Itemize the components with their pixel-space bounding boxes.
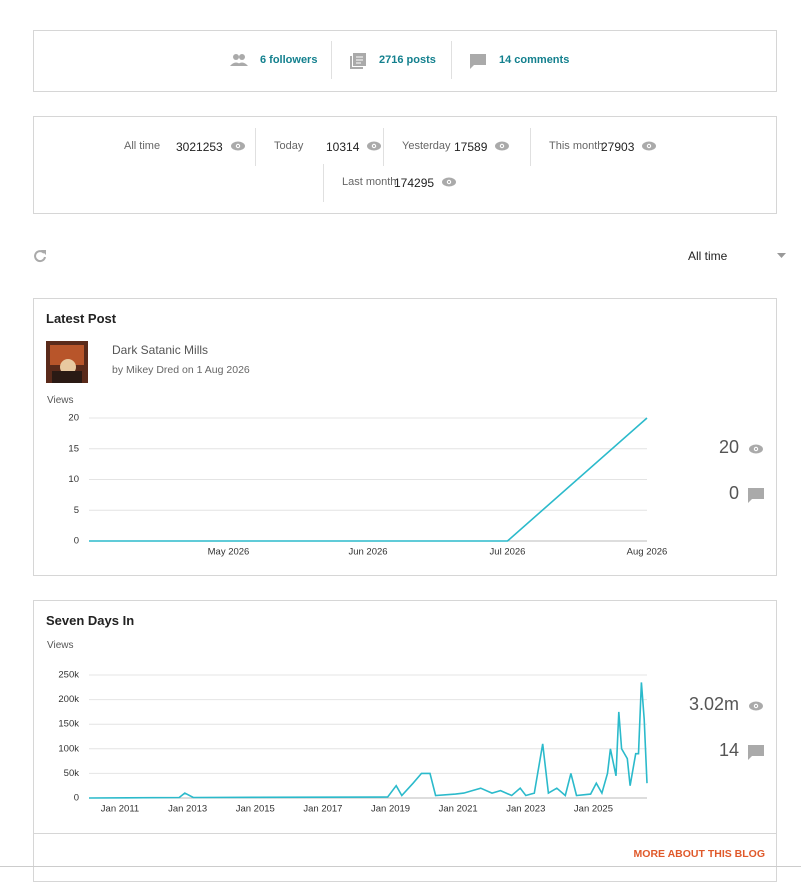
total-views: 20 bbox=[718, 437, 739, 457]
total-comments: 0 bbox=[728, 483, 739, 503]
x-tick-label: Jan 2013 bbox=[168, 804, 207, 815]
y-tick-label: 200k bbox=[58, 694, 79, 705]
y-tick-label: 5 bbox=[74, 505, 79, 516]
page-edge bbox=[0, 866, 801, 867]
x-tick-label: Jan 2025 bbox=[574, 804, 613, 815]
view-label: Today bbox=[274, 140, 304, 152]
more-link[interactable]: MORE ABOUT THIS BLOG bbox=[633, 848, 765, 860]
x-tick-label: Jan 2017 bbox=[303, 804, 342, 815]
eye-icon bbox=[749, 444, 763, 454]
post-title[interactable]: Dark Satanic Mills bbox=[112, 343, 209, 357]
eye-icon bbox=[749, 701, 763, 711]
data-line bbox=[89, 417, 648, 542]
views-card: All time 3021253 Today 10314 Yesterday 17589 T… bbox=[33, 116, 777, 214]
eye-icon bbox=[495, 141, 509, 151]
y-axis-label: Views bbox=[47, 395, 74, 406]
x-tick-label: Jan 2023 bbox=[506, 804, 545, 815]
dropdown-arrow[interactable] bbox=[777, 253, 786, 259]
chart-card: MORE ABOUT THIS BLOG Seven Days In Views 0… bbox=[33, 600, 777, 882]
y-tick-label: 0 bbox=[74, 536, 79, 547]
total-views: 3.02m bbox=[688, 694, 739, 714]
chart-card: Dark Satanic Mills by Mikey Dred on 1 Au… bbox=[33, 298, 777, 576]
y-tick-label: 20 bbox=[68, 413, 79, 424]
x-tick-label: Jun 2026 bbox=[348, 547, 387, 558]
separator bbox=[323, 164, 324, 202]
separator bbox=[255, 128, 256, 166]
y-tick-label: 250k bbox=[58, 670, 79, 681]
comment-icon bbox=[748, 488, 764, 503]
eye-icon bbox=[367, 141, 381, 151]
separator bbox=[331, 41, 332, 79]
separator bbox=[451, 41, 452, 79]
divider bbox=[34, 833, 776, 834]
view-label: This month bbox=[549, 140, 604, 152]
view-count: 3021253 bbox=[176, 140, 223, 154]
post-thumbnail bbox=[46, 341, 88, 383]
post-byline: by Mikey Dred on 1 Aug 2026 bbox=[112, 364, 250, 376]
view-label: Last month bbox=[342, 176, 397, 188]
view-count: 174295 bbox=[394, 176, 435, 190]
view-label: Yesterday bbox=[402, 140, 451, 152]
x-tick-label: Jan 2011 bbox=[101, 804, 139, 815]
posts-icon bbox=[350, 53, 366, 69]
eye-icon bbox=[442, 177, 456, 187]
y-tick-label: 100k bbox=[58, 743, 79, 754]
x-tick-label: May 2026 bbox=[208, 547, 250, 558]
y-axis-label: Views bbox=[47, 640, 74, 651]
separator bbox=[530, 128, 531, 166]
eye-icon bbox=[642, 141, 656, 151]
total-comments: 14 bbox=[718, 740, 739, 760]
y-tick-label: 0 bbox=[74, 793, 79, 804]
eye-icon bbox=[231, 141, 245, 151]
stats-bar: 6 followers 2716 posts 14 comments bbox=[33, 30, 777, 92]
followers-icon bbox=[230, 54, 248, 66]
view-count: 17589 bbox=[454, 140, 488, 154]
comment-icon bbox=[748, 745, 764, 760]
refresh-icon[interactable] bbox=[33, 249, 47, 263]
period-dropdown[interactable]: All time bbox=[688, 249, 728, 263]
chart: 0 50k 100k 150k 200k 250k Jan 2011 Jan 2013 Jan … bbox=[58, 670, 648, 815]
comments[interactable]: 14 comments bbox=[499, 54, 570, 66]
x-tick-label: Jan 2019 bbox=[371, 804, 410, 815]
view-count: 10314 bbox=[326, 140, 360, 154]
y-tick-label: 15 bbox=[68, 443, 79, 454]
y-tick-label: 50k bbox=[64, 768, 80, 779]
chart-title: Seven Days In bbox=[46, 613, 135, 628]
y-tick-label: 10 bbox=[68, 474, 79, 485]
separator bbox=[383, 128, 384, 166]
y-tick-label: 150k bbox=[58, 719, 79, 730]
comments-icon bbox=[470, 54, 486, 69]
x-tick-label: Aug 2026 bbox=[627, 547, 668, 558]
followers[interactable]: 6 followers bbox=[260, 54, 318, 66]
view-count: 27903 bbox=[601, 140, 635, 154]
chart-title: Latest Post bbox=[46, 311, 117, 326]
posts[interactable]: 2716 posts bbox=[379, 54, 436, 66]
chart: 0 5 10 15 20 May 2026 Jun 2026 Jul 2026 Aug 2026 bbox=[68, 413, 668, 558]
x-tick-label: Jul 2026 bbox=[490, 547, 526, 558]
x-tick-label: Jan 2015 bbox=[236, 804, 275, 815]
x-tick-label: Jan 2021 bbox=[439, 804, 478, 815]
data-line bbox=[88, 682, 648, 799]
view-label: All time bbox=[124, 140, 161, 152]
